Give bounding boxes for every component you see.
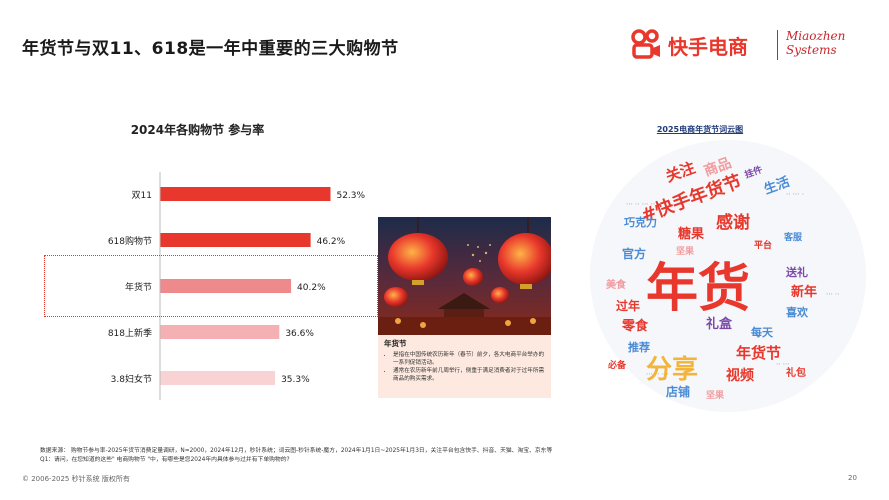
- value-label-0: 52.3%: [336, 191, 365, 201]
- caption-title: 年货节: [384, 339, 407, 348]
- miaozhen-logo: Miaozhen Systems: [786, 29, 845, 57]
- svg-text:客服: 客服: [783, 231, 803, 243]
- svg-text:喜欢: 喜欢: [786, 305, 809, 319]
- kuaishou-logo-text: 快手电商: [668, 35, 748, 59]
- highlight-box: [44, 255, 378, 317]
- svg-text:礼包: 礼包: [786, 366, 806, 379]
- svg-text:美食: 美食: [606, 278, 627, 291]
- svg-text:坚果: 坚果: [676, 245, 695, 257]
- bar-0: [160, 187, 331, 201]
- svg-text:··· ·· ··· ··: ··· ·· ··· ··: [626, 201, 655, 208]
- brand-logos: 快手电商 Miaozhen Systems: [630, 26, 860, 66]
- svg-text:推荐: 推荐: [628, 340, 650, 354]
- word-cloud-title: 2025电商年货节词云图: [656, 125, 744, 134]
- page-number: 20: [848, 474, 857, 482]
- svg-text:·· ··· ·: ·· ··· ·: [786, 191, 804, 198]
- svg-text:零食: 零食: [621, 318, 649, 334]
- category-label-3-8: 3.8妇女节: [111, 373, 152, 385]
- svg-text:·· ···: ·· ···: [606, 281, 620, 288]
- svg-text:店铺: 店铺: [666, 384, 690, 399]
- svg-text:每天: 每天: [751, 325, 774, 339]
- svg-text:坚果: 坚果: [706, 389, 725, 401]
- caption-bullet: 是指在中国传统农历新年（春节）前夕，各大电商平台举办的一系列促销活动。: [393, 351, 545, 367]
- miaozhen-logo-line2: Systems: [786, 43, 837, 57]
- category-label-618: 618购物节: [108, 235, 152, 247]
- bar-4: [160, 371, 276, 385]
- svg-text:·· ···: ·· ···: [776, 361, 790, 368]
- bar-1: [160, 233, 311, 247]
- source-note: 数据来源： 购物节参与率-2025年货节消费定量调研，N=2000，2024年1…: [40, 447, 860, 465]
- logo-divider: [777, 30, 778, 60]
- svg-text:··· ··: ··· ··: [826, 291, 840, 298]
- svg-text:新年: 新年: [791, 284, 817, 300]
- svg-text:巧克力: 巧克力: [624, 215, 657, 229]
- svg-text:分享: 分享: [646, 354, 698, 385]
- source-line-2: Q1：请问，在您知道的这些" 电商购物节 "中，有哪些是您2024年内具体参与过…: [40, 457, 290, 463]
- svg-text:年货节: 年货节: [736, 344, 781, 362]
- svg-text:礼盒: 礼盒: [706, 316, 733, 332]
- source-line-1: 数据来源： 购物节参与率-2025年货节消费定量调研，N=2000，2024年1…: [40, 448, 553, 454]
- caption-bullet: 通常在农历新年前几周举行，侧重于满足消费者对于过年所需商品的购买需求。: [393, 367, 545, 383]
- page-title: 年货节与双11、618是一年中重要的三大购物节: [22, 39, 399, 59]
- lantern-photo: [378, 217, 551, 335]
- svg-text:视频: 视频: [726, 367, 754, 384]
- chart-title: 2024年各购物节 参与率: [130, 123, 265, 137]
- svg-text:官方: 官方: [622, 246, 646, 261]
- svg-text:感谢: 感谢: [716, 212, 750, 233]
- bar-3: [160, 325, 280, 339]
- category-label-818: 818上新季: [108, 327, 152, 339]
- category-label-11: 双11: [132, 190, 152, 201]
- svg-text:过年: 过年: [616, 298, 640, 313]
- caption-bullets: 是指在中国传统农历新年（春节）前夕，各大电商平台举办的一系列促销活动。 通常在农…: [384, 351, 545, 383]
- svg-text:··· ·· ···: ··· ·· ···: [646, 371, 668, 378]
- value-label-3: 36.6%: [285, 329, 314, 339]
- miaozhen-logo-line1: Miaozhen: [786, 29, 846, 43]
- svg-text:年货: 年货: [646, 259, 750, 319]
- value-label-1: 46.2%: [317, 237, 346, 247]
- svg-text:必备: 必备: [607, 359, 627, 371]
- photo-caption: 年货节 是指在中国传统农历新年（春节）前夕，各大电商平台举办的一系列促销活动。 …: [378, 335, 551, 398]
- svg-text:糖果: 糖果: [678, 226, 704, 242]
- copyright-footer: © 2006-2025 秒针系统 版权所有: [22, 475, 130, 483]
- value-label-4: 35.3%: [281, 375, 310, 385]
- svg-text:平台: 平台: [754, 239, 772, 251]
- word-cloud-image: ··· ·· ··· ·· ·· ··· · ·· ··· ··· ·· ··· ·…: [586, 136, 871, 416]
- svg-text:送礼: 送礼: [785, 265, 808, 279]
- kuaishou-logo-icon: [631, 29, 660, 59]
